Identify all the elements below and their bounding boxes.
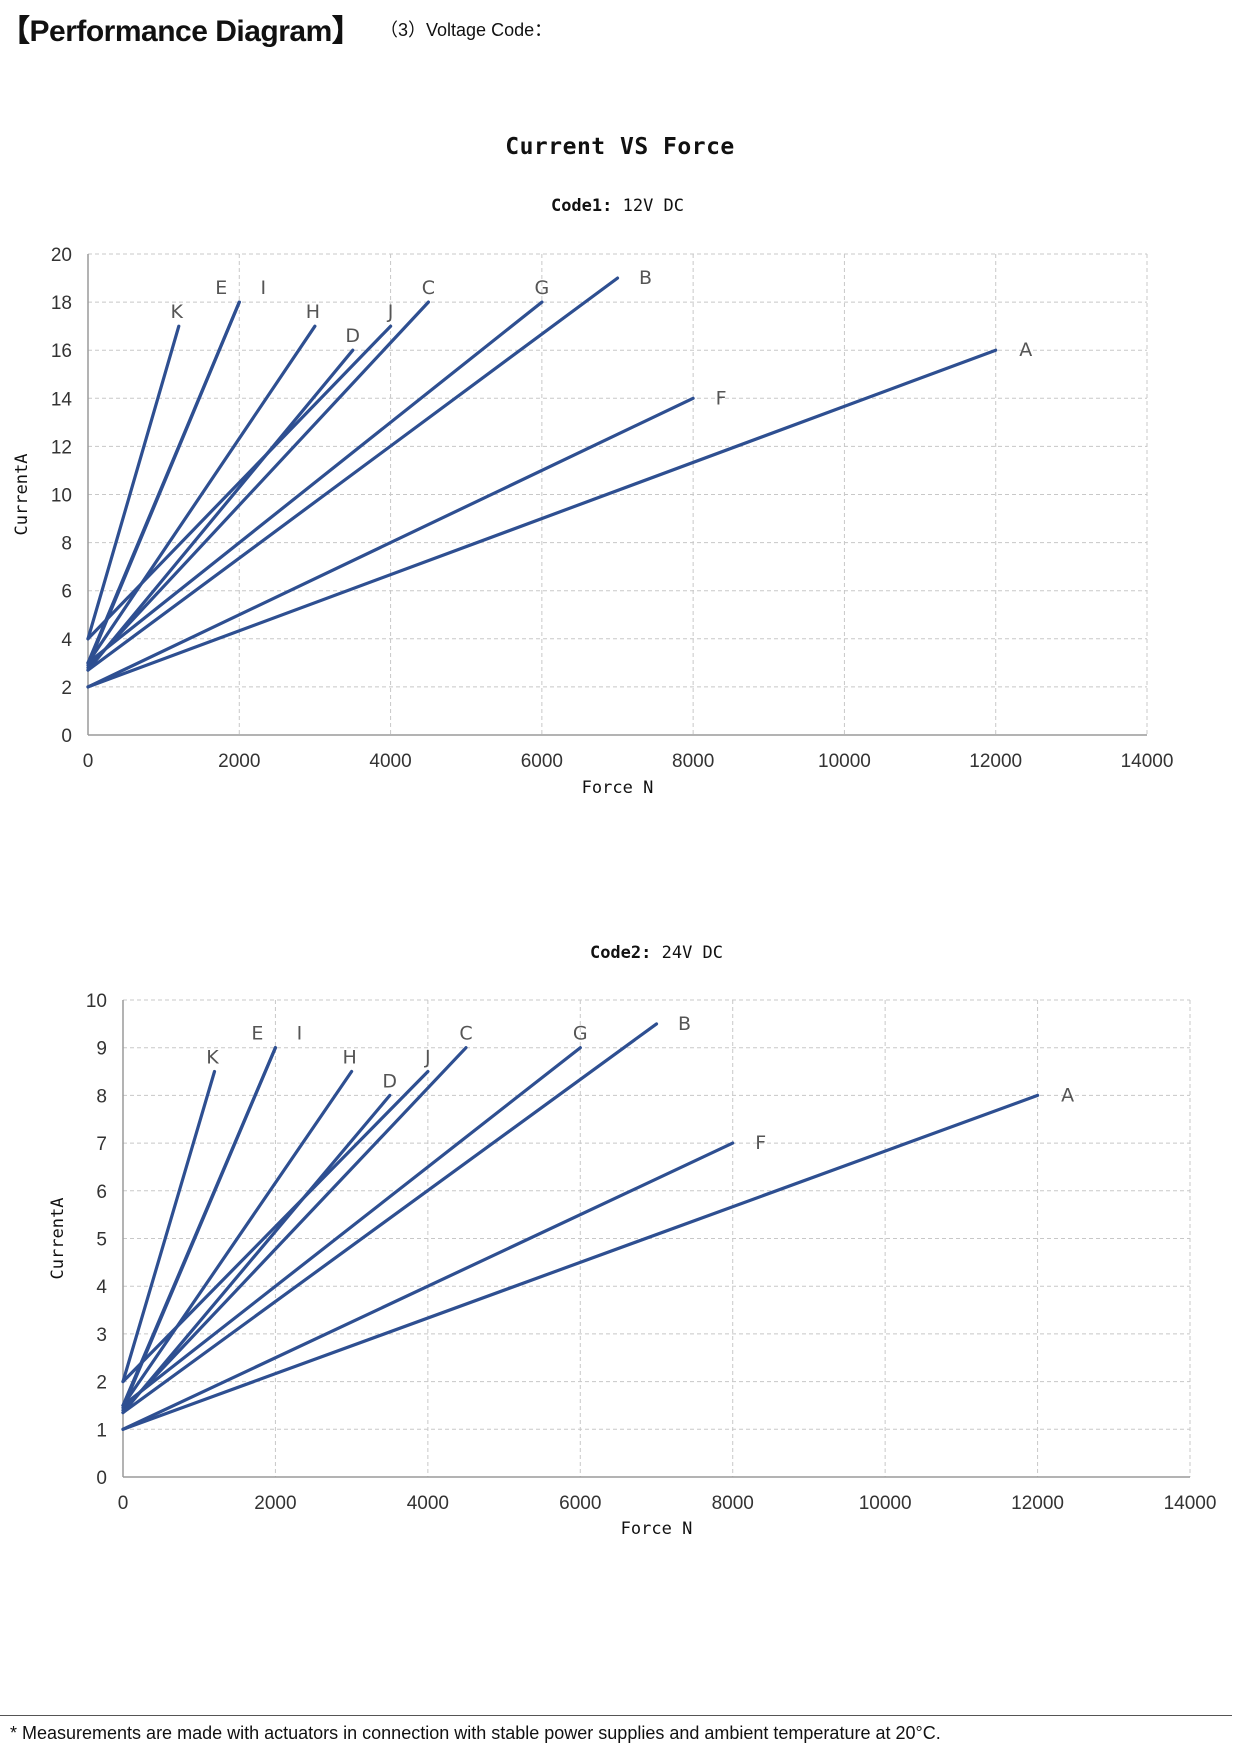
y-tick-label: 16 [51, 341, 72, 362]
series-label-e: E [251, 1023, 263, 1045]
series-line-j [121, 1069, 430, 1384]
series-line-i [86, 300, 241, 667]
series-line-a [121, 1093, 1040, 1431]
y-tick-label: 3 [96, 1325, 107, 1346]
y-tick-label: 20 [51, 245, 72, 266]
footer-divider [0, 1715, 1232, 1716]
x-tick-label: 0 [83, 751, 94, 772]
y-tick-label: 6 [61, 582, 72, 603]
y-tick-label: 18 [51, 293, 72, 314]
y-tick-label: 0 [61, 726, 72, 747]
y-tick-label: 1 [96, 1420, 107, 1441]
series-line-b [121, 1022, 659, 1415]
series-line-j [86, 324, 393, 641]
series-label-h: H [342, 1047, 356, 1069]
x-axis-title: Force N [582, 778, 654, 798]
x-tick-label: 14000 [1121, 751, 1174, 772]
y-tick-label: 10 [51, 486, 72, 507]
series-label-i: I [297, 1023, 303, 1045]
x-tick-label: 12000 [1011, 1493, 1064, 1514]
y-tick-label: 10 [86, 991, 107, 1012]
y-tick-label: 0 [96, 1468, 107, 1489]
series-label-c: C [422, 277, 435, 299]
y-tick-label: 6 [96, 1182, 107, 1203]
chart-title: Code1: 12V DC [551, 196, 684, 216]
y-tick-label: 2 [96, 1373, 107, 1394]
y-tick-label: 7 [96, 1134, 107, 1155]
x-tick-label: 0 [118, 1493, 129, 1514]
series-label-b: B [678, 1013, 691, 1035]
x-axis-title: Force N [621, 1519, 693, 1539]
x-tick-label: 4000 [407, 1493, 449, 1514]
y-tick-label: 12 [51, 437, 72, 458]
y-tick-label: 5 [96, 1230, 107, 1251]
x-tick-label: 12000 [969, 751, 1022, 772]
chart-title-voltage: 24V DC [662, 943, 723, 963]
series-label-f: F [716, 387, 727, 409]
x-tick-label: 14000 [1164, 1493, 1217, 1514]
series-label-b: B [639, 267, 652, 289]
series-label-i: I [260, 277, 266, 299]
chart-title-code: Code1: [551, 196, 623, 216]
series-line-f [121, 1141, 735, 1431]
chart-main-title: Current VS Force [505, 134, 735, 160]
x-tick-label: 10000 [818, 751, 871, 772]
series-label-j: J [387, 301, 394, 323]
series-label-k: K [206, 1047, 219, 1069]
chart-2: Code2: 24V DC 0 1 2 3 4 5 6 7 8 9 10 0 2000 4000 6000 80… [48, 943, 1216, 1539]
chart-title: Code2: 24V DC [590, 943, 723, 963]
x-tick-label: 2000 [218, 751, 260, 772]
y-tick-label: 4 [61, 630, 72, 651]
series-line-g [121, 1046, 582, 1408]
series-label-j: J [424, 1047, 431, 1069]
series-line-c [121, 1046, 468, 1412]
y-tick-label: 8 [96, 1086, 107, 1107]
series-label-d: D [345, 325, 360, 347]
series-label-k: K [171, 301, 184, 323]
series-label-c: C [459, 1023, 472, 1045]
series-label-a: A [1061, 1084, 1074, 1106]
x-tick-label: 6000 [559, 1493, 601, 1514]
x-tick-label: 6000 [521, 751, 563, 772]
measurement-footnote: * Measurements are made with actuators i… [10, 1723, 941, 1743]
series-line-h [121, 1069, 354, 1408]
y-tick-label: 2 [61, 678, 72, 699]
series-line-i [121, 1046, 277, 1410]
series-label-g: G [573, 1023, 588, 1045]
series-line-d [121, 1093, 392, 1415]
series-line-k [121, 1069, 217, 1384]
series-line-h [86, 324, 317, 665]
x-tick-label: 8000 [712, 1493, 754, 1514]
y-tick-label: 8 [61, 534, 72, 555]
y-tick-label: 4 [96, 1277, 107, 1298]
x-tick-label: 8000 [672, 751, 714, 772]
series-line-b [86, 276, 620, 672]
page-header-title: 【Performance Diagram】 [0, 15, 362, 48]
chart-title-voltage: 12V DC [623, 196, 684, 216]
series-line-f [86, 396, 695, 689]
voltage-code-heading: （3）Voltage Code： [380, 20, 553, 40]
series-label-a: A [1019, 339, 1032, 361]
x-tick-label: 10000 [859, 1493, 912, 1514]
series-label-d: D [382, 1070, 397, 1092]
y-tick-label: 14 [51, 389, 73, 410]
series-label-g: G [534, 277, 549, 299]
x-tick-label: 4000 [369, 751, 411, 772]
y-tick-label: 9 [96, 1039, 107, 1060]
series-line-c [86, 300, 430, 670]
series-line-k [86, 324, 181, 641]
series-label-e: E [215, 277, 227, 299]
series-label-h: H [306, 301, 320, 323]
series-line-d [86, 348, 355, 672]
chart-1: Code1: 12V DC 0 2 4 6 8 10 12 14 16 18 20 0 2000 4000 6… [12, 196, 1173, 798]
y-axis-title: CurrentA [12, 454, 32, 536]
y-axis-title: CurrentA [48, 1198, 68, 1280]
chart-title-code: Code2: [590, 943, 662, 963]
x-tick-label: 2000 [254, 1493, 296, 1514]
series-line-g [86, 300, 544, 665]
series-line-a [86, 348, 998, 689]
series-label-f: F [755, 1132, 766, 1154]
